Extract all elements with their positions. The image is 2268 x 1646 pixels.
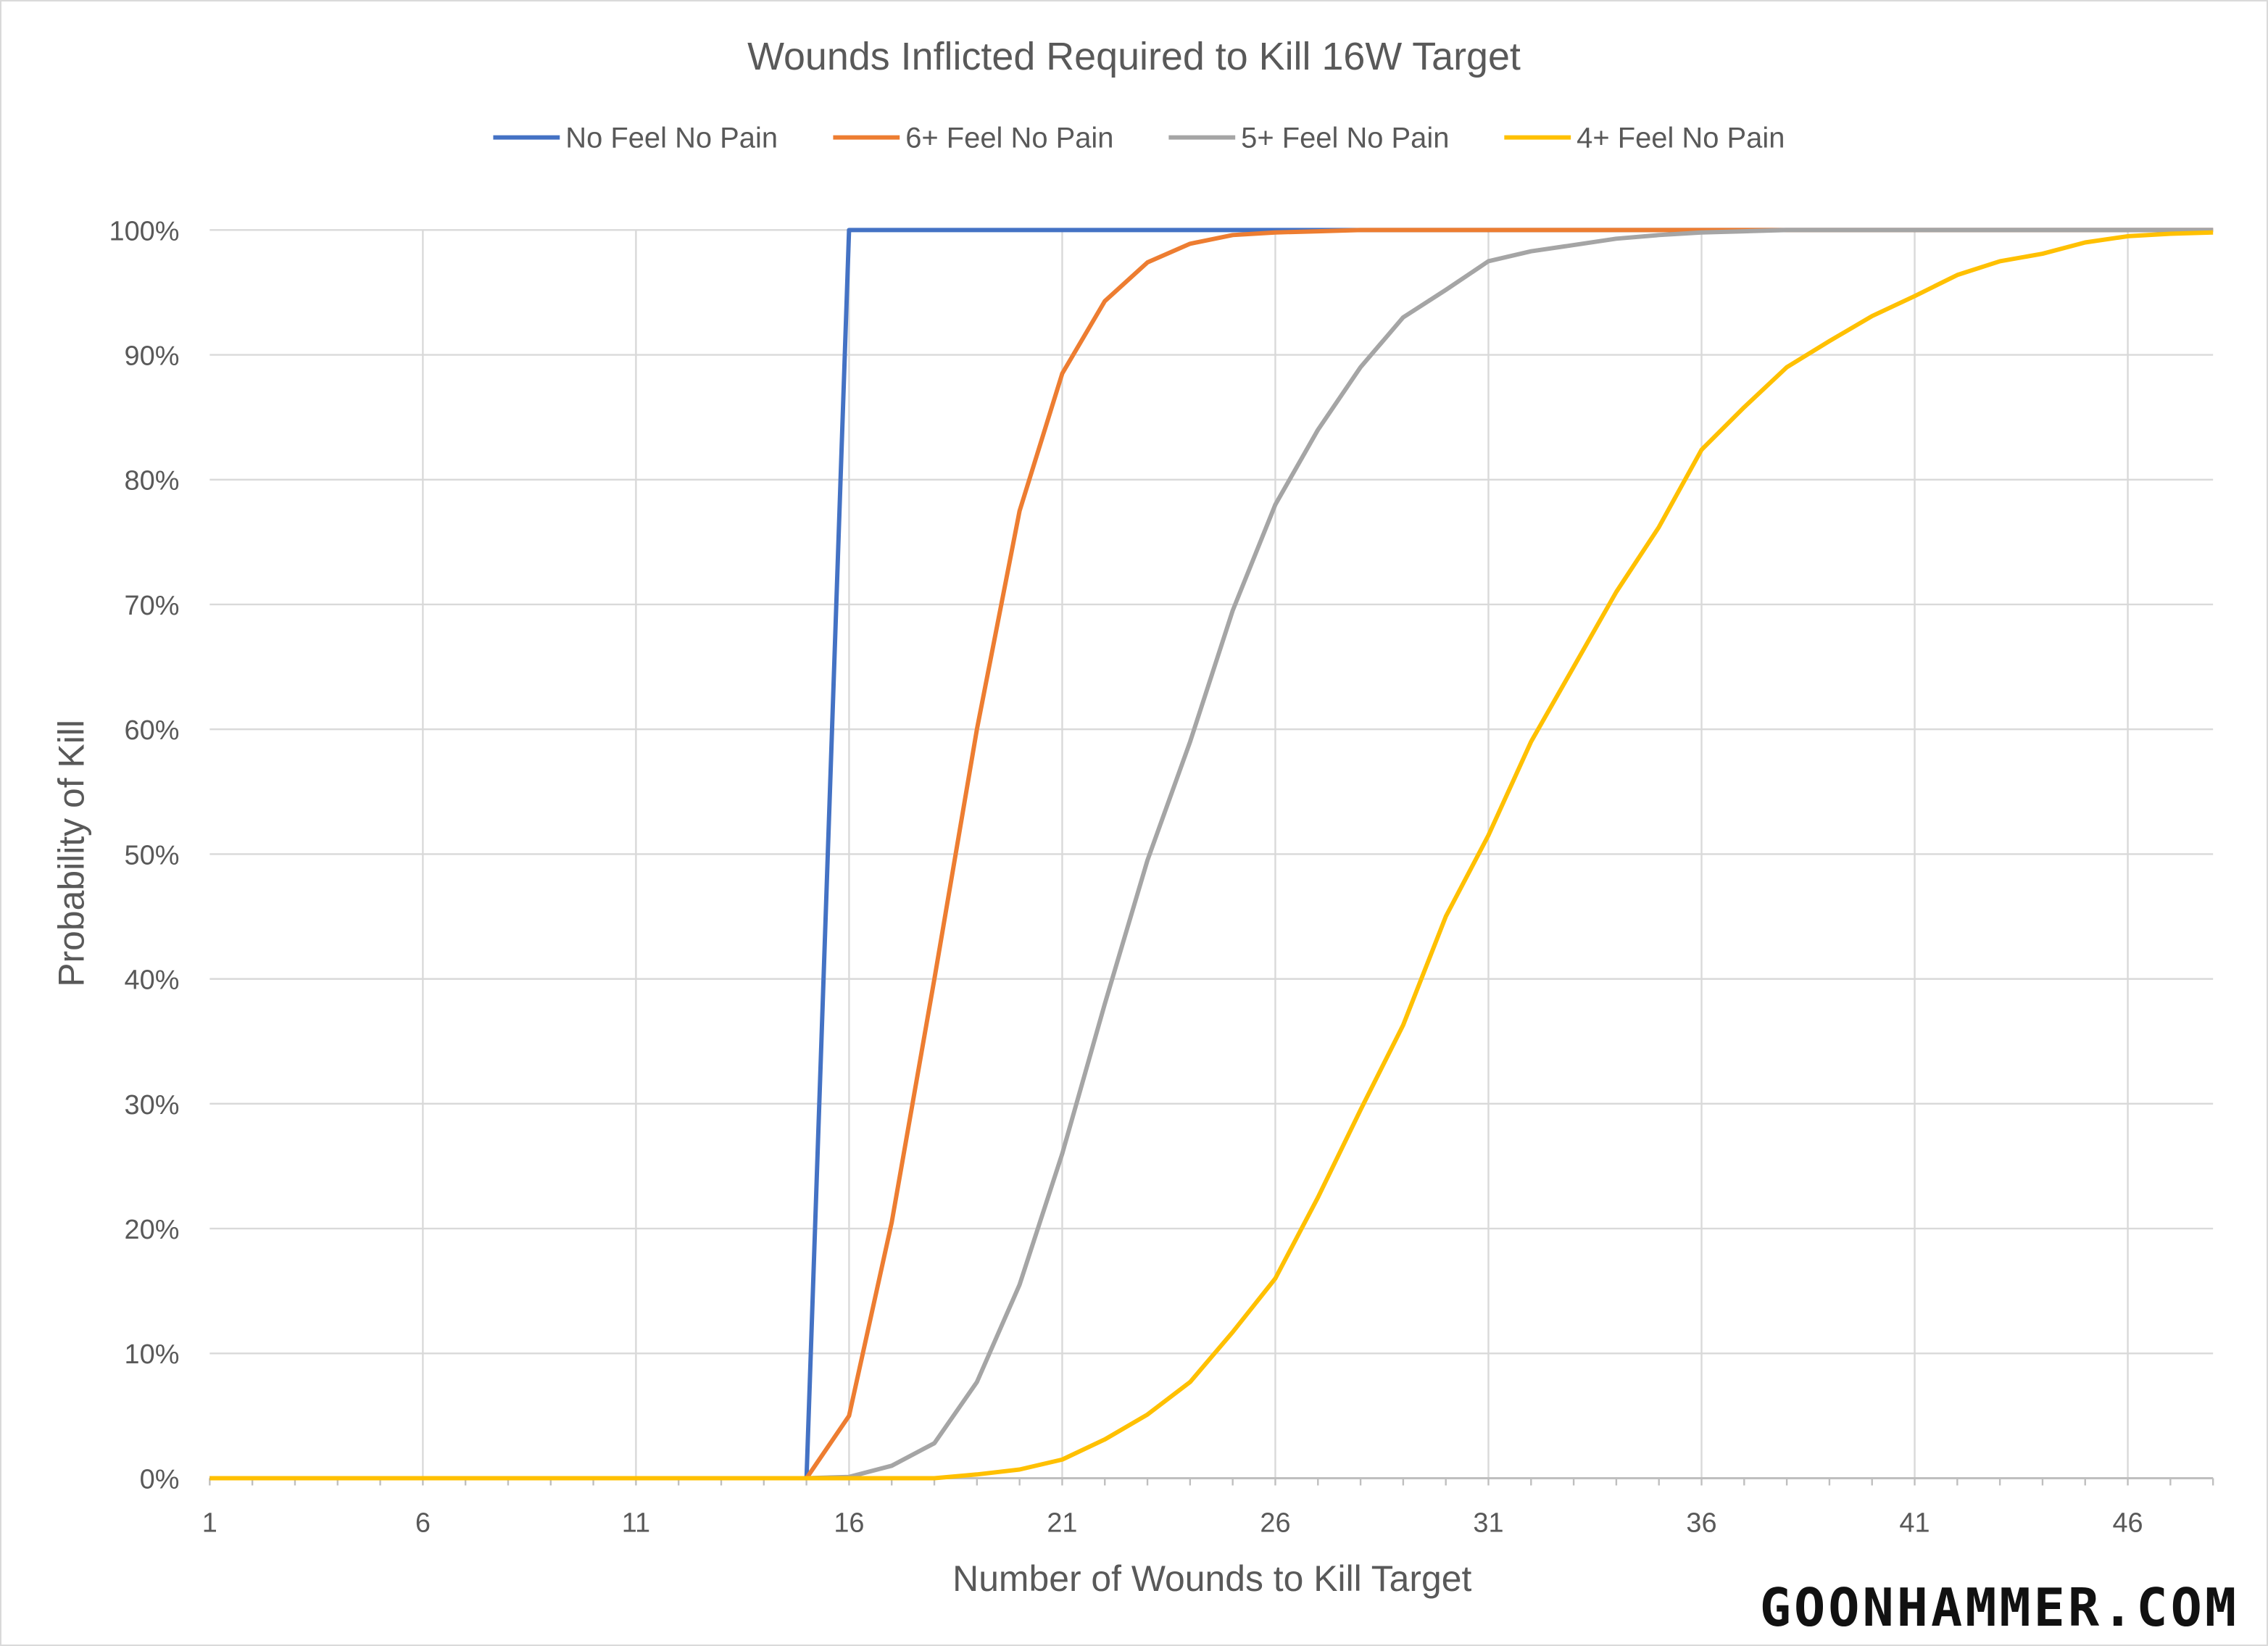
legend-label: No Feel No Pain — [565, 122, 778, 154]
x-tick-label: 6 — [415, 1508, 431, 1538]
y-tick-label: 20% — [125, 1215, 180, 1245]
x-tick-label: 16 — [834, 1508, 864, 1538]
legend-label: 5+ Feel No Pain — [1241, 122, 1449, 154]
x-tick-label: 11 — [622, 1508, 650, 1538]
y-tick-label: 0% — [140, 1464, 180, 1495]
series-line-4-feel-no-pain — [209, 230, 2214, 1481]
y-tick-label: 60% — [125, 715, 180, 746]
y-tick-label: 30% — [125, 1090, 180, 1121]
y-tick-label: 100% — [109, 216, 179, 246]
goonhammer-watermark: GOONHAMMER.COM — [1760, 1577, 2239, 1638]
y-tick-label: 50% — [125, 840, 180, 870]
y-tick-label: 40% — [125, 965, 180, 996]
x-tick-label: 41 — [1899, 1508, 1930, 1538]
x-tick-label: 31 — [1473, 1508, 1503, 1538]
chart-title: Wounds Inflicted Required to Kill 16W Ta… — [747, 35, 1521, 78]
legend-label: 6+ Feel No Pain — [905, 122, 1113, 154]
x-axis-label: Number of Wounds to Kill Target — [952, 1558, 1471, 1599]
y-tick-label: 80% — [125, 466, 180, 496]
y-tick-label: 70% — [125, 591, 180, 621]
gridlines — [209, 229, 2214, 1479]
series-lines — [209, 228, 2214, 1481]
legend-label: 4+ Feel No Pain — [1577, 122, 1785, 154]
x-tick-label: 46 — [2112, 1508, 2143, 1538]
legend: No Feel No Pain 6+ Feel No Pain 5+ Feel No… — [493, 122, 1785, 154]
x-tick-label: 36 — [1686, 1508, 1716, 1538]
y-axis-label: Probability of Kill — [51, 720, 92, 987]
x-tick-label: 26 — [1260, 1508, 1290, 1538]
y-tick-label: 10% — [125, 1339, 180, 1370]
x-tick-label: 1 — [202, 1508, 217, 1538]
y-tick-label: 90% — [125, 341, 180, 372]
x-tick-label: 21 — [1047, 1508, 1077, 1538]
